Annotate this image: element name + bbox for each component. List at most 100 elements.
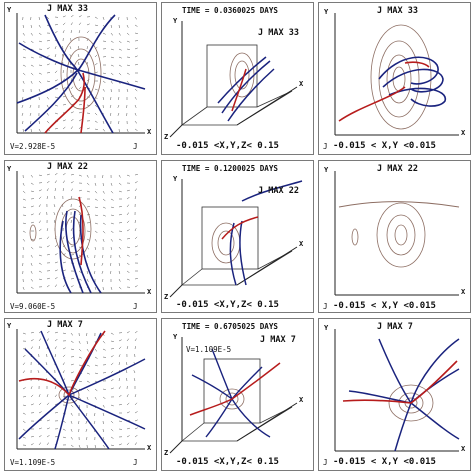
j-legend-label: J (323, 458, 328, 467)
vector-arrow (38, 270, 42, 273)
vector-arrow (134, 228, 137, 232)
vector-arrow (30, 403, 34, 406)
vector-arrow (86, 348, 89, 352)
vector-arrow (134, 331, 138, 334)
z-axis-label: Z (164, 133, 169, 141)
vector-arrow (22, 347, 26, 350)
vector-arrow (38, 204, 41, 208)
vector-arrow (118, 72, 122, 76)
vector-arrow (78, 61, 80, 66)
vector-arrow (70, 245, 74, 248)
vector-arrow (78, 404, 81, 408)
vector-arrow (110, 379, 114, 382)
vector-arrows (22, 330, 138, 449)
vector-arrow (70, 181, 74, 184)
field-lines (217, 56, 275, 122)
vector-arrow (54, 31, 58, 34)
vector-arrow (102, 230, 106, 234)
vector-arrow (134, 96, 137, 100)
vector-arrow (46, 120, 50, 124)
vector-arrow (110, 436, 114, 439)
vector-arrow (38, 394, 41, 398)
vector-arrow (94, 182, 97, 186)
vector-arrow (70, 436, 73, 440)
y-axis-label: Y (324, 166, 329, 174)
vector-arrow (54, 46, 57, 50)
vector-arrow (46, 112, 49, 116)
vector-arrow (117, 104, 120, 108)
vector-arrow (110, 286, 113, 290)
vector-arrow (126, 88, 129, 92)
vector-arrow (126, 128, 129, 132)
vector-arrow (102, 80, 106, 84)
vector-arrow (38, 16, 40, 20)
vector-arrow (38, 338, 41, 342)
vector-arrow (30, 182, 34, 185)
vector-arrow (22, 420, 26, 424)
vector-arrow (110, 348, 115, 350)
vector-arrow (62, 180, 65, 184)
vector-arrow (54, 394, 58, 398)
vector-arrow (46, 188, 49, 192)
vector-arrow (86, 372, 90, 375)
z-axis-line (169, 284, 183, 298)
jmax-label: J MAX 22 (47, 162, 88, 172)
vector-arrow (78, 103, 82, 106)
vector-arrow (86, 23, 90, 26)
vector-arrow (125, 370, 128, 374)
vector-arrow (30, 339, 34, 342)
vector-arrow (102, 396, 106, 399)
vector-arrow (134, 88, 138, 92)
vector-arrow (78, 348, 82, 352)
vector-arrow (38, 442, 42, 446)
vector-arrow (22, 286, 25, 290)
vector-arrow (102, 388, 106, 390)
vector-arrow (94, 88, 98, 91)
jmax-label: J MAX 33 (258, 28, 299, 38)
vector-arrow (46, 80, 50, 82)
vector-arrow (134, 47, 138, 50)
vector-arrow (22, 190, 26, 194)
vector-arrow (134, 55, 138, 58)
vector-arrow (46, 254, 50, 256)
vector-arrow (102, 238, 105, 242)
j-legend-label: J (133, 302, 138, 311)
vector-arrow (118, 206, 122, 208)
vector-arrow (118, 362, 120, 366)
vector-arrow (70, 126, 73, 130)
vector-arrow (94, 286, 97, 290)
range-label: -0.015 < X,Y <0.015 (333, 301, 436, 311)
panel-r1-zoom: J MAX 33 Y X J -0.015 < X,Y <0.015 (318, 2, 471, 155)
vector-arrow (78, 364, 82, 366)
vector-arrow (134, 236, 138, 240)
vector-arrow (110, 262, 112, 266)
vector-arrow (30, 32, 33, 36)
vector-arrow (134, 346, 136, 350)
contours (351, 202, 426, 268)
vector-arrow (126, 32, 130, 36)
vector-arrow (110, 362, 114, 366)
vector-arrow (94, 230, 98, 234)
vector-arrow (38, 64, 43, 66)
y-axis-label: Y (324, 324, 329, 332)
vector-arrow (62, 30, 65, 34)
vector-arrow (22, 230, 26, 233)
vector-arrow (118, 254, 121, 258)
vector-arrow (54, 284, 57, 288)
vector-arrow (54, 277, 58, 280)
vector-arrow (117, 96, 120, 100)
vector-arrow (62, 104, 67, 106)
vector-arrow (126, 174, 130, 177)
vector-arrow (38, 196, 42, 200)
x-axis-line (236, 246, 298, 286)
vector-arrow (94, 112, 98, 116)
current-lines (78, 196, 84, 266)
x-axis-label: X (461, 129, 466, 137)
vector-arrow (30, 205, 34, 208)
vector-arrow (30, 174, 33, 178)
vector-arrow (94, 54, 98, 58)
vector-arrow (30, 262, 33, 266)
outer-contour (338, 201, 460, 208)
field-lines (59, 210, 102, 294)
vector-arrow (22, 222, 26, 225)
